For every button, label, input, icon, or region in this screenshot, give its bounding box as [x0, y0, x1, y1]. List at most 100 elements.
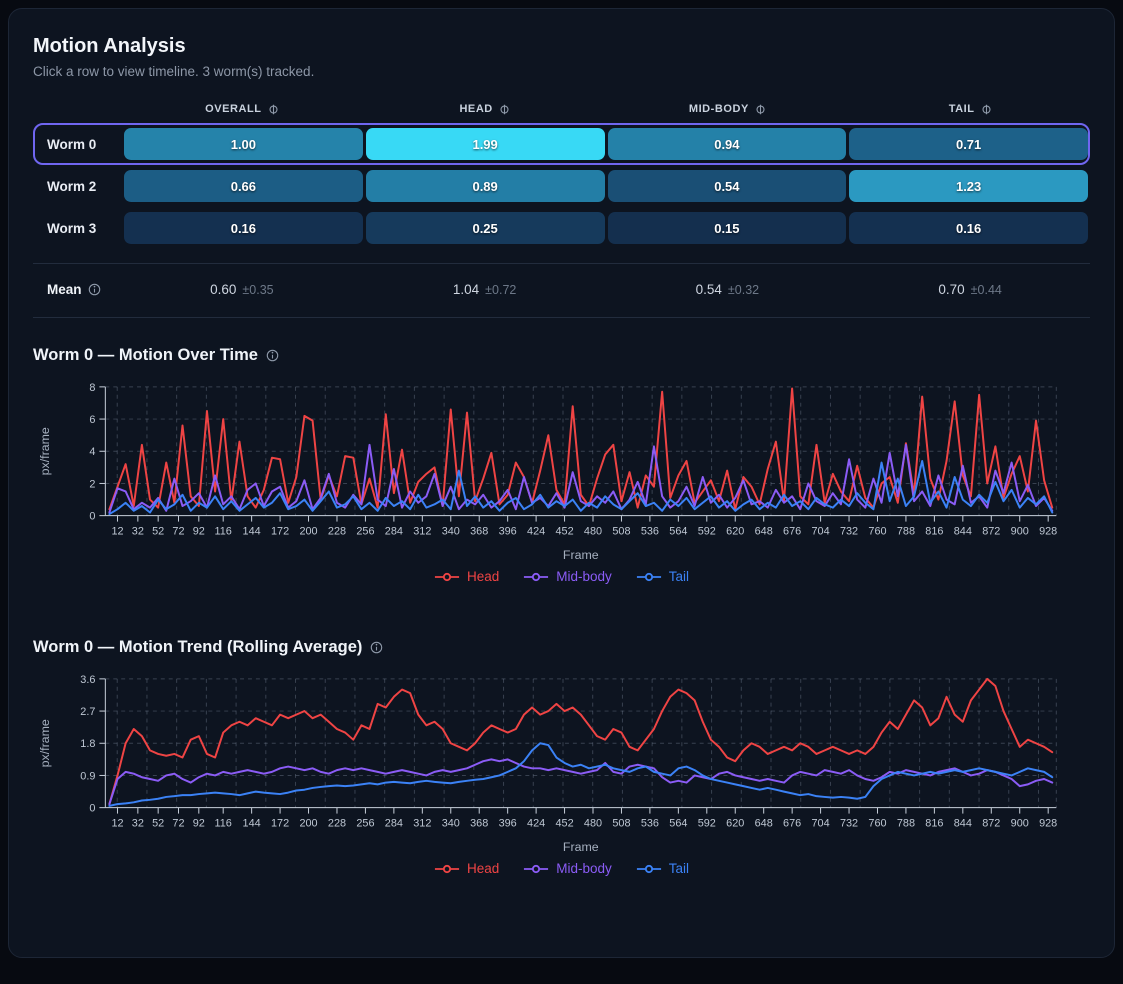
row-label: Worm 3	[47, 220, 97, 236]
info-icon[interactable]	[370, 641, 383, 654]
chart-section-motion-over-time: Worm 0 — Motion Over Time 12 32 52 72 92 116 1…	[33, 346, 1090, 584]
legend-label: Tail	[668, 569, 690, 585]
worm-table-body: Worm 0 1.00 1.99 0.94 0.71 Worm 2 0.66 0.89 0.54…	[33, 123, 1090, 249]
chart-section-motion-trend: Worm 0 — Motion Trend (Rolling Average) …	[33, 638, 1090, 876]
info-icon[interactable]	[499, 104, 510, 115]
mean-stat: 0.70 ±0.44	[938, 282, 1002, 297]
x-tick-label: 256	[356, 818, 374, 830]
column-header-mid-body: MID-BODY	[608, 103, 848, 115]
y-tick-label: 3.6	[80, 674, 95, 686]
info-icon[interactable]	[88, 283, 101, 296]
row-label: Worm 0	[47, 136, 97, 152]
x-tick-label: 620	[726, 818, 744, 830]
heatmap-cell: 0.89	[365, 170, 605, 202]
x-tick-label: 32	[132, 818, 144, 830]
x-tick-label: 760	[868, 525, 886, 537]
legend-line-icon	[524, 572, 549, 581]
y-tick-label: 0	[89, 511, 95, 523]
table-row-worm-2[interactable]: Worm 2 0.66 0.89 0.54 1.23	[33, 165, 1090, 207]
x-tick-label: 144	[243, 525, 261, 537]
legend-label: Head	[466, 861, 500, 877]
legend-label: Mid-body	[556, 569, 612, 585]
x-tick-label: 284	[385, 818, 403, 830]
heatmap-cell: 1.23	[849, 170, 1088, 202]
x-axis-label: Frame	[563, 840, 599, 854]
heatmap-cell: 0.15	[607, 212, 847, 244]
table-row-worm-0[interactable]: Worm 0 1.00 1.99 0.94 0.71	[33, 123, 1090, 165]
motion-trend-chart[interactable]: 12 32 52 72 92 116 144 172 200 228 256 284 312 340 368…	[33, 665, 1090, 859]
x-tick-label: 732	[840, 525, 858, 537]
x-tick-label: 200	[299, 818, 317, 830]
x-tick-label: 928	[1039, 818, 1057, 830]
y-tick-label: 2	[89, 478, 95, 490]
legend-item-head[interactable]: Head	[434, 861, 499, 876]
x-tick-label: 12	[111, 818, 123, 830]
legend-line-icon	[524, 864, 549, 873]
legend-item-head[interactable]: Head	[434, 569, 499, 584]
x-tick-label: 704	[812, 818, 830, 830]
y-tick-label: 4	[89, 446, 95, 458]
x-tick-label: 172	[271, 818, 289, 830]
heatmap-cell: 0.16	[124, 212, 363, 244]
x-tick-label: 816	[925, 818, 943, 830]
info-icon[interactable]	[268, 104, 279, 115]
table-header: OVERALL HEAD MID-BODY TAIL	[33, 103, 1090, 115]
legend-label: Head	[466, 569, 500, 585]
y-tick-label: 0	[89, 803, 95, 815]
motion-over-time-chart[interactable]: 12 32 52 72 92 116 144 172 200 228 256 284 312 340 368…	[33, 373, 1090, 567]
mean-row: Mean 0.60 ±0.35 1.04 ±0.72 0.54 ±0.32 0.70 ±0.4…	[33, 263, 1090, 318]
series-line-tail	[108, 459, 1054, 516]
chart-legend: Head Mid-body Tail	[33, 569, 1090, 584]
legend-line-icon	[434, 864, 460, 873]
x-tick-label: 536	[641, 818, 659, 830]
mean-label: Mean	[33, 282, 119, 297]
x-tick-label: 732	[840, 818, 858, 830]
info-icon[interactable]	[755, 104, 766, 115]
heatmap-cell: 0.66	[124, 170, 363, 202]
x-tick-label: 284	[385, 525, 403, 537]
x-tick-label: 508	[612, 525, 630, 537]
x-tick-label: 340	[442, 525, 460, 537]
x-tick-label: 368	[470, 818, 488, 830]
legend-item-mid-body[interactable]: Mid-body	[523, 569, 612, 584]
x-tick-label: 676	[783, 525, 801, 537]
x-tick-label: 900	[1011, 525, 1029, 537]
heatmap-cell: 0.71	[849, 128, 1088, 160]
x-tick-label: 592	[698, 525, 716, 537]
info-icon[interactable]	[266, 349, 279, 362]
page-title: Motion Analysis	[33, 35, 186, 57]
x-tick-label: 480	[584, 818, 602, 830]
legend-item-mid-body[interactable]: Mid-body	[523, 861, 612, 876]
mean-stat: 0.54 ±0.32	[695, 282, 760, 297]
x-tick-label: 872	[982, 525, 1000, 537]
legend-item-tail[interactable]: Tail	[636, 861, 689, 876]
x-tick-label: 564	[669, 525, 687, 537]
heatmap-cell: 0.54	[607, 170, 847, 202]
x-tick-label: 508	[612, 818, 630, 830]
column-header-label: MID-BODY	[688, 103, 749, 115]
mean-stat: 1.04 ±0.72	[452, 282, 517, 297]
table-row-worm-3[interactable]: Worm 3 0.16 0.25 0.15 0.16	[33, 207, 1090, 249]
x-tick-label: 592	[698, 818, 716, 830]
x-tick-label: 312	[413, 525, 431, 537]
x-tick-label: 900	[1011, 818, 1029, 830]
x-tick-label: 872	[982, 818, 1000, 830]
motion-analysis-card: Motion Analysis Click a row to view time…	[8, 8, 1115, 958]
legend-item-tail[interactable]: Tail	[636, 569, 689, 584]
legend-line-icon	[636, 864, 661, 873]
x-tick-label: 704	[812, 525, 830, 537]
heatmap-cell: 0.16	[849, 212, 1088, 244]
column-header-label: HEAD	[459, 103, 493, 115]
chart-title-text: Worm 0 — Motion Trend (Rolling Average)	[33, 638, 363, 657]
x-tick-label: 844	[954, 525, 972, 537]
legend-line-icon	[636, 572, 661, 581]
x-tick-label: 200	[299, 525, 317, 537]
y-tick-label: 8	[89, 382, 95, 394]
row-label: Worm 2	[47, 178, 97, 194]
x-tick-label: 52	[152, 818, 164, 830]
x-tick-label: 92	[193, 525, 205, 537]
y-tick-label: 2.7	[80, 706, 95, 718]
x-tick-label: 52	[152, 525, 164, 537]
info-icon[interactable]	[981, 104, 992, 115]
chart-title-motion-over-time: Worm 0 — Motion Over Time	[33, 346, 1090, 365]
